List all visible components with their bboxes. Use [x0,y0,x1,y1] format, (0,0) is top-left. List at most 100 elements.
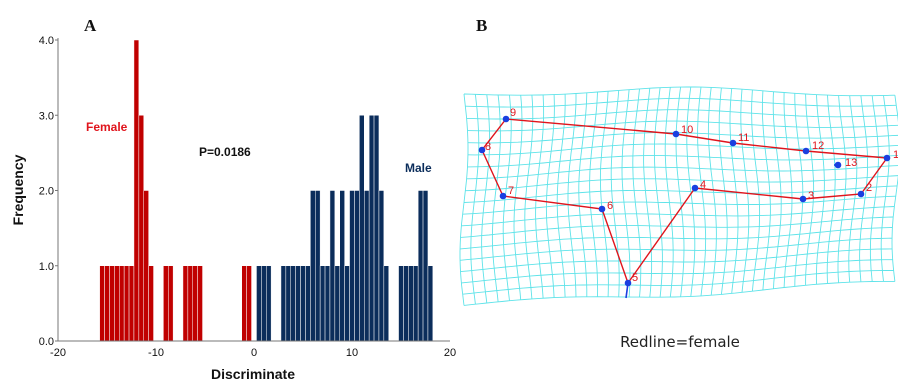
female-bar [104,265,110,342]
grid-line [481,94,491,304]
histogram-panel: A -20 -10 0 10 20 0.0 1.0 2.0 3.0 4.0 Discrimina… [10,16,456,380]
x-tick-label: 0 [251,347,257,359]
landmark-label: 2 [866,182,872,194]
landmark-label: 5 [632,272,638,284]
grid-line [610,90,620,297]
female-bar [163,265,169,342]
female-bar [197,265,203,342]
grid-line [869,95,879,282]
grid-line [740,89,750,293]
legend-female: Female [86,120,128,134]
y-tick-label: 1.0 [39,261,54,273]
landmark-point [502,115,510,123]
male-bar [373,115,380,342]
male-bar [359,115,365,342]
landmark-point [478,146,486,154]
grid-line [461,259,893,284]
y-tick-labels: 0.0 1.0 2.0 3.0 4.0 [39,35,54,348]
grid-line [524,95,534,299]
landmark-point [624,279,632,287]
female-bar [241,265,247,342]
grid-line [653,87,663,298]
male-bar [344,265,350,342]
female-bars [99,39,252,342]
male-bar [256,265,262,342]
grid-line [794,93,804,287]
y-tick-label: 0.0 [39,336,54,348]
grid-line [599,91,609,297]
male-bar [422,190,429,342]
landmark-label: 3 [808,190,814,202]
landmark-label: 9 [510,107,516,119]
panel-b-label: B [476,16,487,35]
grid-line [837,95,847,283]
grid-line [578,92,588,297]
grid-line [465,97,897,108]
female-bar [123,265,130,342]
grid-line [545,94,555,298]
grid-line [556,94,566,298]
grid-line [535,94,545,299]
female-bar [99,265,105,342]
grid-line [470,94,480,305]
grid-line [466,165,898,180]
landmark-point [834,161,842,169]
male-bar [261,265,267,342]
grid-line [772,91,782,289]
male-bar [378,190,385,342]
landmark-point [672,130,680,138]
landmark-label: 4 [700,179,706,191]
grid-line [675,87,685,297]
grid-line [466,109,898,120]
female-bar [182,265,189,342]
male-bar [334,265,341,342]
male-bar [324,265,331,342]
female-bar [133,39,140,342]
grid-line [761,90,771,291]
male-bar [280,265,287,342]
grid-line [783,92,793,288]
grid-line [848,95,858,283]
grid-line [461,206,895,227]
grid-line [815,94,825,285]
male-bar [368,115,375,342]
male-bar [266,265,272,342]
male-bar [403,265,409,342]
p-value-annotation: P=0.0186 [199,145,251,159]
male-bar [315,190,321,342]
male-bar [285,265,292,342]
male-bar [305,265,311,342]
male-bar [339,190,345,342]
female-bar [148,265,154,342]
female-bar [187,265,194,342]
landmark-point [799,195,807,203]
male-bar [398,265,404,342]
grid-line [632,88,642,298]
landmark-label: 8 [485,141,491,153]
landmark-point [691,184,699,192]
female-bar [168,265,174,342]
male-bar [349,190,355,342]
grid-line [707,87,717,296]
male-bar [364,190,370,342]
grid-line [880,95,890,282]
landmark-label: 11 [738,132,749,144]
grid-line [502,95,512,301]
male-bar [310,190,316,342]
x-tick-label: 10 [346,347,358,359]
histogram-axes [55,38,450,342]
legend-male: Male [405,161,432,175]
landmark-label: 13 [845,157,857,169]
male-bar [329,190,336,342]
diagram-caption: Redline=female [620,333,740,351]
panel-a-label: A [84,16,97,35]
landmark-point [802,147,810,155]
x-tick-label: -20 [50,347,66,359]
male-bars [256,115,434,342]
grid-line [589,91,599,297]
female-bar [128,265,135,342]
y-tick-label: 3.0 [39,110,54,122]
y-tick-label: 4.0 [39,35,54,47]
